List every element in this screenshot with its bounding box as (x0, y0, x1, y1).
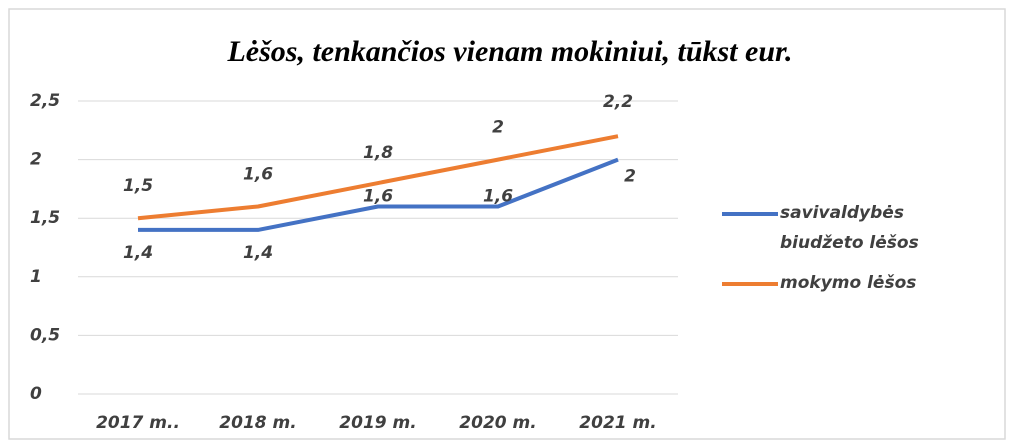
legend-label: savivaldybės biudžeto lėšos (780, 203, 919, 253)
x-tick-label: 2018 m. (219, 413, 296, 433)
y-tick-label: 0,5 (30, 325, 60, 345)
series-line (138, 157, 619, 232)
x-tick-label: 2017 m.. (96, 413, 180, 433)
data-label: 2,2 (603, 92, 633, 112)
y-tick-label: 2,5 (30, 91, 60, 111)
legend-item: mokymo lėšos (722, 268, 992, 298)
data-label: 1,6 (243, 164, 273, 184)
data-label: 2 (492, 118, 504, 138)
data-label: 1,6 (483, 186, 513, 206)
data-label: 1,8 (363, 143, 393, 163)
data-label: 2 (624, 167, 636, 187)
series-line (137, 134, 619, 221)
x-tick-label: 2019 m. (339, 413, 416, 433)
y-tick-label: 2 (30, 150, 42, 170)
y-tick-label: 1,5 (30, 208, 60, 228)
legend-swatch (722, 212, 778, 216)
legend-item: savivaldybės biudžeto lėšos (722, 198, 992, 258)
legend-swatch (722, 282, 778, 286)
x-tick-label: 2020 m. (459, 413, 536, 433)
data-label: 1,4 (123, 243, 153, 263)
data-label: 1,6 (363, 186, 393, 206)
x-tick-label: 2021 m. (579, 413, 656, 433)
chart-title: Lėšos, tenkančios vienam mokiniui, tūkst… (226, 35, 792, 68)
chart-border (8, 8, 1006, 440)
data-label: 1,4 (243, 243, 273, 263)
y-tick-label: 1 (30, 267, 42, 287)
data-label: 1,5 (123, 176, 153, 196)
legend-label: mokymo lėšos (780, 273, 917, 293)
y-tick-label: 0 (30, 384, 42, 404)
